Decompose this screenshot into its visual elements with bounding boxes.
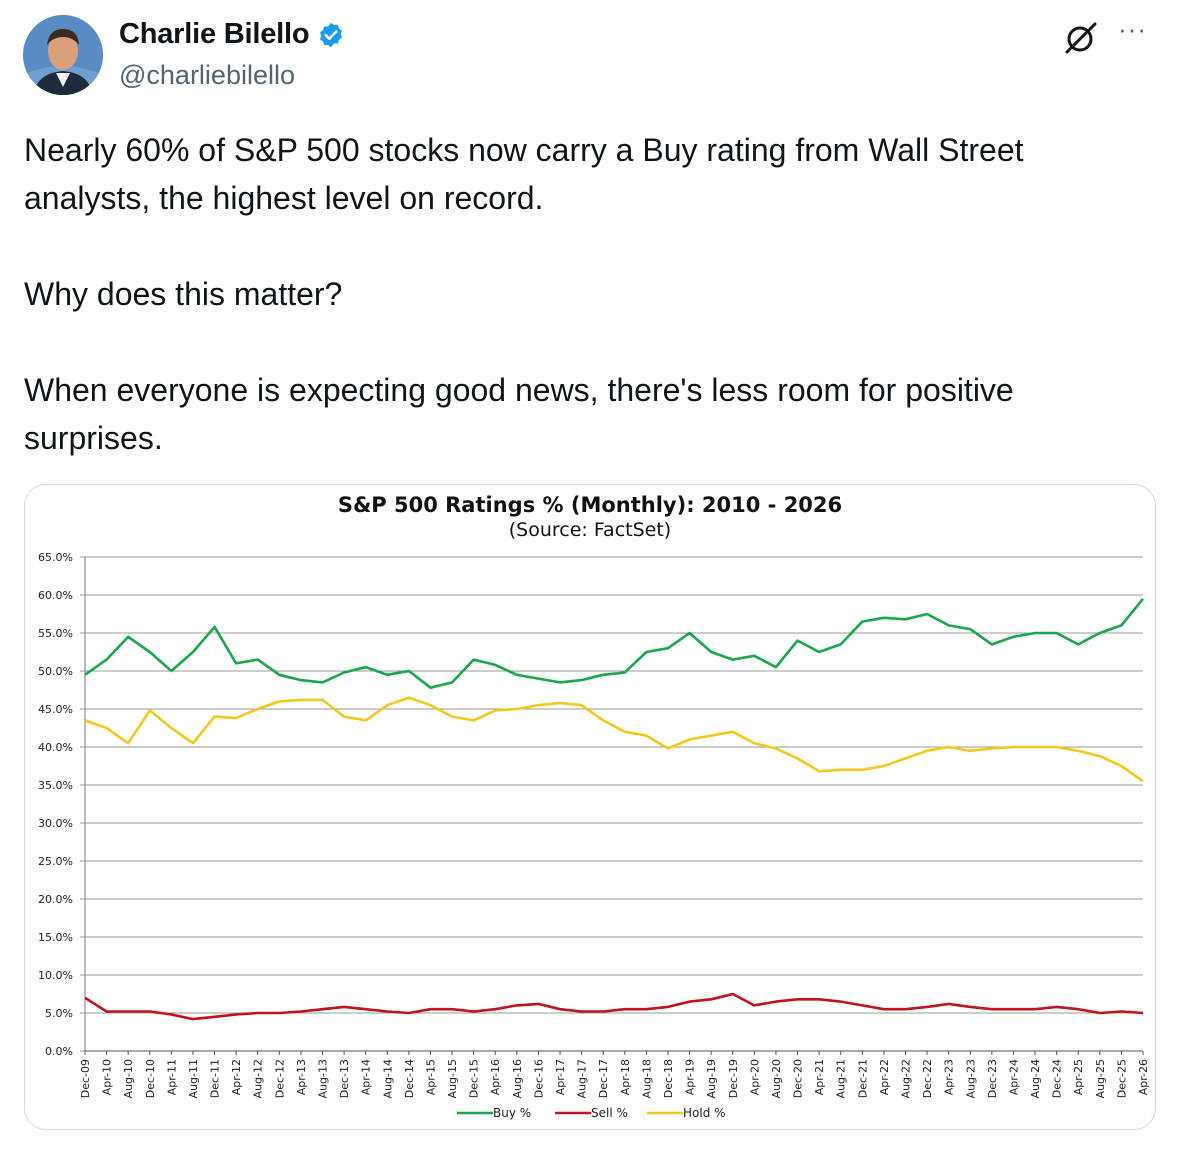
x-tick-label: Apr-19 (684, 1059, 697, 1095)
x-tick-label: Apr-24 (1007, 1059, 1020, 1095)
author-display-name[interactable]: Charlie Bilello (119, 18, 310, 50)
x-tick-label: Aug-12 (252, 1059, 265, 1098)
x-tick-label: Dec-09 (79, 1059, 92, 1098)
y-tick-label: 30.0% (38, 817, 73, 830)
tweet-media-chart[interactable]: S&P 500 Ratings % (Monthly): 2010 - 2026… (24, 484, 1156, 1130)
x-tick-label: Dec-14 (403, 1059, 416, 1098)
x-tick-label: Apr-21 (813, 1059, 826, 1095)
verified-badge-icon (317, 21, 345, 49)
x-tick-label: Dec-11 (209, 1059, 222, 1098)
tweet-paragraph: When everyone is expecting good news, th… (24, 372, 1014, 456)
x-tick-label: Dec-12 (273, 1059, 286, 1098)
x-tick-label: Apr-23 (943, 1059, 956, 1095)
author-name-row: Charlie Bilello (119, 18, 345, 51)
y-tick-label: 10.0% (38, 969, 73, 982)
y-tick-label: 25.0% (38, 855, 73, 868)
x-tick-label: Dec-21 (856, 1059, 869, 1098)
x-tick-label: Aug-21 (835, 1059, 848, 1098)
x-tick-label: Dec-23 (986, 1059, 999, 1098)
tweet-text: Nearly 60% of S&P 500 stocks now carry a… (24, 126, 1154, 462)
x-tick-label: Aug-24 (1029, 1059, 1042, 1098)
x-tick-label: Apr-15 (424, 1059, 437, 1095)
x-tick-label: Aug-25 (1094, 1059, 1107, 1098)
x-tick-label: Aug-15 (446, 1059, 459, 1098)
x-tick-label: Aug-14 (381, 1059, 394, 1098)
x-tick-label: Aug-16 (511, 1059, 524, 1098)
series-line-hold (84, 696, 1144, 783)
x-tick-label: Apr-12 (230, 1059, 243, 1095)
x-tick-label: Aug-10 (122, 1059, 135, 1098)
grok-icon[interactable] (1062, 19, 1100, 57)
avatar-photo (23, 15, 103, 95)
x-tick-label: Aug-18 (640, 1059, 653, 1098)
x-tick-label: Dec-20 (792, 1059, 805, 1098)
x-tick-label: Apr-26 (1137, 1059, 1150, 1095)
x-tick-label: Apr-17 (554, 1059, 567, 1095)
more-icon[interactable]: ··· (1118, 14, 1147, 44)
x-tick-label: Apr-10 (101, 1059, 114, 1095)
y-tick-label: 55.0% (38, 627, 73, 640)
x-tick-label: Dec-17 (597, 1059, 610, 1098)
x-tick-label: Aug-11 (187, 1059, 200, 1098)
tweet-paragraph: Nearly 60% of S&P 500 stocks now carry a… (24, 132, 1024, 216)
x-tick-label: Dec-24 (1051, 1059, 1064, 1098)
x-tick-label: Dec-15 (468, 1059, 481, 1098)
x-tick-label: Apr-25 (1072, 1059, 1085, 1095)
y-tick-label: 45.0% (38, 703, 73, 716)
chart-subtitle: (Source: FactSet) (508, 519, 672, 541)
y-tick-label: 5.0% (45, 1007, 73, 1020)
line-chart: 0.0% 5.0% 10.0% 15.0% 20.0% 25.0% 30.0% 35.0% 40… (38, 551, 1150, 1120)
legend-label: Sell % (591, 1106, 628, 1120)
y-tick-label: 15.0% (38, 931, 73, 944)
x-tick-label: Aug-20 (770, 1059, 783, 1098)
author-handle[interactable]: @charliebilello (119, 60, 295, 90)
x-tick-label: Apr-22 (878, 1059, 891, 1095)
x-tick-label: Apr-13 (295, 1059, 308, 1095)
x-tick-label: Aug-22 (899, 1059, 912, 1098)
avatar[interactable] (23, 15, 103, 95)
x-tick-label: Dec-25 (1115, 1059, 1128, 1098)
y-tick-label: 40.0% (38, 741, 73, 754)
y-tick-label: 0.0% (45, 1045, 73, 1058)
x-tick-label: Aug-23 (964, 1059, 977, 1098)
y-tick-label: 65.0% (38, 551, 73, 564)
x-tick-label: Dec-18 (662, 1059, 675, 1098)
x-tick-label: Dec-22 (921, 1059, 934, 1098)
x-tick-label: Dec-13 (338, 1059, 351, 1098)
x-tick-label: Apr-16 (489, 1059, 502, 1095)
y-tick-label: 60.0% (38, 589, 73, 602)
series-line-sell (84, 992, 1144, 1021)
x-tick-label: Dec-16 (532, 1059, 545, 1098)
x-tick-label: Apr-20 (748, 1059, 761, 1095)
series-line-buy (84, 597, 1145, 689)
x-tick-label: Dec-10 (144, 1059, 157, 1098)
y-tick-label: 20.0% (38, 893, 73, 906)
chart-title: S&P 500 Ratings % (Monthly): 2010 - 2026 (337, 493, 843, 517)
x-tick-label: Dec-19 (727, 1059, 740, 1098)
y-tick-label: 50.0% (38, 665, 73, 678)
y-tick-label: 35.0% (38, 779, 73, 792)
x-tick-label: Apr-18 (619, 1059, 632, 1095)
x-tick-label: Aug-19 (705, 1059, 718, 1098)
x-tick-label: Apr-14 (360, 1059, 373, 1095)
x-tick-label: Apr-11 (165, 1059, 178, 1095)
legend-label: Hold % (683, 1106, 726, 1120)
legend-label: Buy % (493, 1106, 531, 1120)
x-tick-label: Aug-13 (317, 1059, 330, 1098)
tweet-paragraph: Why does this matter? (24, 276, 343, 312)
x-tick-label: Aug-17 (576, 1059, 589, 1098)
